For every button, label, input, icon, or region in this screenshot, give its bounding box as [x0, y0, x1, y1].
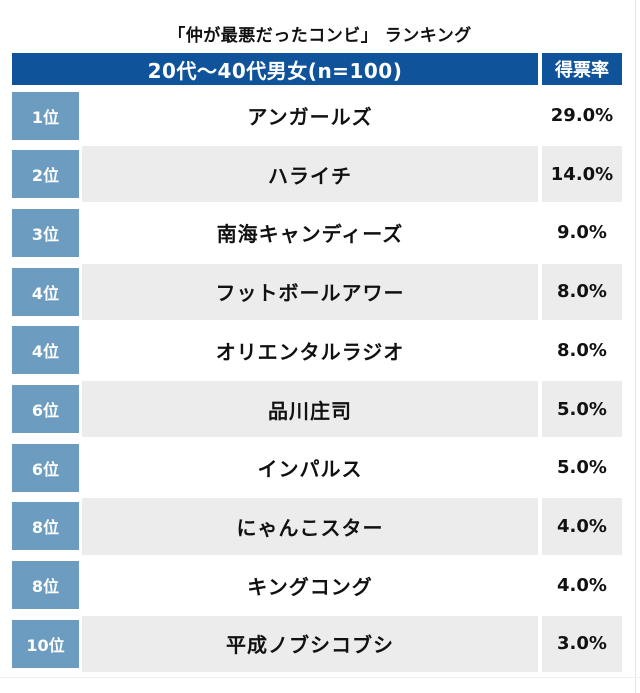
- table-row: 6位 品川庄司 5.0%: [12, 380, 622, 438]
- header-rate-cell: 得票率: [542, 53, 622, 85]
- vote-rate: 4.0%: [542, 557, 622, 614]
- vote-rate: 5.0%: [542, 439, 622, 496]
- table-header-row: 20代〜40代男女(n=100) 得票率: [12, 53, 622, 85]
- rank-badge: 8位: [12, 561, 79, 610]
- duo-name: 平成ノブシコブシ: [82, 615, 538, 672]
- vote-rate: 9.0%: [542, 204, 622, 262]
- rank-badge: 3位: [12, 208, 79, 257]
- table-row: 8位 キングコング 4.0%: [12, 557, 622, 614]
- rank-badge: 8位: [12, 502, 79, 551]
- rank-badge: 6位: [12, 385, 79, 434]
- table-row: 2位 ハライチ 14.0%: [12, 146, 622, 203]
- table-row: 4位 フットボールアワー 8.0%: [12, 263, 622, 320]
- vote-rate: 29.0%: [542, 87, 622, 144]
- duo-name: キングコング: [82, 557, 538, 614]
- duo-name: 品川庄司: [82, 380, 538, 438]
- table-row: 6位 インパルス 5.0%: [12, 439, 622, 496]
- rank-badge: 10位: [12, 619, 79, 668]
- rank-badge: 6位: [12, 443, 79, 492]
- vote-rate: 5.0%: [542, 380, 622, 438]
- page-edge-line: [635, 0, 636, 693]
- duo-name: アンガールズ: [82, 87, 538, 144]
- ranking-table: 20代〜40代男女(n=100) 得票率 1位 アンガールズ 29.0% 2位 …: [12, 53, 622, 672]
- table-body: 1位 アンガールズ 29.0% 2位 ハライチ 14.0% 3位 南海キャンディ…: [12, 87, 622, 672]
- page-bottom-line: [0, 677, 640, 678]
- rank-badge: 4位: [12, 326, 79, 375]
- page-title: 「仲が最悪だったコンビ」 ランキング: [168, 26, 472, 46]
- header-group-cell: 20代〜40代男女(n=100): [12, 53, 538, 85]
- duo-name: にゃんこスター: [82, 498, 538, 555]
- table-row: 3位 南海キャンディーズ 9.0%: [12, 204, 622, 262]
- table-row: 10位 平成ノブシコブシ 3.0%: [12, 615, 622, 672]
- vote-rate: 8.0%: [542, 322, 622, 379]
- vote-rate: 4.0%: [542, 498, 622, 555]
- vote-rate: 8.0%: [542, 263, 622, 320]
- duo-name: フットボールアワー: [82, 263, 538, 320]
- vote-rate: 14.0%: [542, 146, 622, 203]
- duo-name: 南海キャンディーズ: [82, 204, 538, 262]
- vote-rate: 3.0%: [542, 615, 622, 672]
- duo-name: オリエンタルラジオ: [82, 322, 538, 379]
- table-row: 4位 オリエンタルラジオ 8.0%: [12, 322, 622, 379]
- duo-name: インパルス: [82, 439, 538, 496]
- rank-badge: 2位: [12, 150, 79, 199]
- rank-badge: 4位: [12, 267, 79, 316]
- table-row: 1位 アンガールズ 29.0%: [12, 87, 622, 144]
- rank-badge: 1位: [12, 91, 79, 140]
- table-row: 8位 にゃんこスター 4.0%: [12, 498, 622, 555]
- duo-name: ハライチ: [82, 146, 538, 203]
